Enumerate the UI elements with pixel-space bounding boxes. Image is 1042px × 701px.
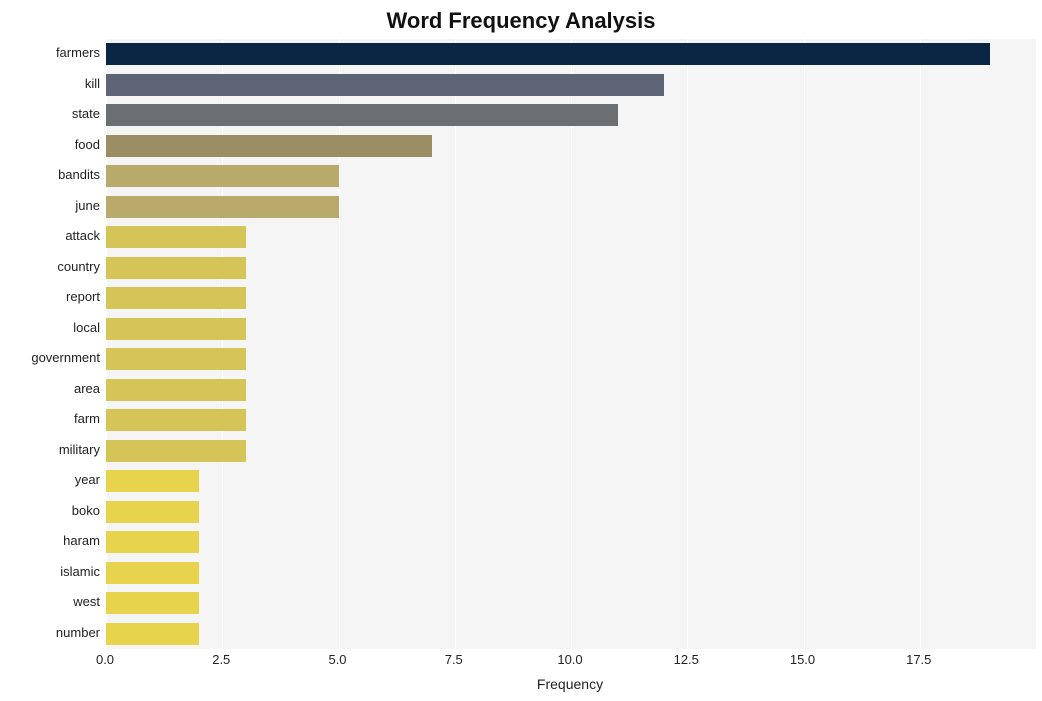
bar (106, 226, 246, 248)
chart-title: Word Frequency Analysis (0, 8, 1042, 34)
y-tick-label: military (0, 435, 100, 466)
y-tick-label: west (0, 587, 100, 618)
y-tick-label: area (0, 374, 100, 405)
x-tick-label: 5.0 (328, 652, 346, 667)
grid-line (571, 39, 572, 649)
bar (106, 440, 246, 462)
x-axis-title: Frequency (105, 676, 1035, 692)
bar (106, 409, 246, 431)
x-tick-label: 15.0 (790, 652, 815, 667)
x-tick-label: 17.5 (906, 652, 931, 667)
y-tick-label: farm (0, 404, 100, 435)
bar (106, 470, 199, 492)
grid-line (920, 39, 921, 649)
bar (106, 379, 246, 401)
bar (106, 623, 199, 645)
y-tick-label: attack (0, 221, 100, 252)
bar (106, 43, 990, 65)
y-tick-label: islamic (0, 557, 100, 588)
grid-line (687, 39, 688, 649)
bar (106, 501, 199, 523)
y-tick-label: year (0, 465, 100, 496)
bar (106, 318, 246, 340)
grid-line (106, 39, 107, 649)
bar (106, 196, 339, 218)
bar (106, 287, 246, 309)
x-tick-label: 10.0 (557, 652, 582, 667)
grid-line (804, 39, 805, 649)
bar (106, 257, 246, 279)
y-tick-label: local (0, 313, 100, 344)
x-tick-label: 12.5 (674, 652, 699, 667)
grid-line (222, 39, 223, 649)
bar (106, 74, 664, 96)
y-tick-label: farmers (0, 38, 100, 69)
x-tick-label: 7.5 (445, 652, 463, 667)
y-tick-label: food (0, 130, 100, 161)
bar (106, 135, 432, 157)
y-tick-label: state (0, 99, 100, 130)
bar (106, 531, 199, 553)
y-tick-label: bandits (0, 160, 100, 191)
y-tick-label: government (0, 343, 100, 374)
bar (106, 592, 199, 614)
bar (106, 348, 246, 370)
plot-area (105, 38, 1037, 650)
grid-line (455, 39, 456, 649)
y-tick-label: june (0, 191, 100, 222)
x-tick-label: 2.5 (212, 652, 230, 667)
bar (106, 562, 199, 584)
bar (106, 104, 618, 126)
y-tick-label: report (0, 282, 100, 313)
y-tick-label: kill (0, 69, 100, 100)
y-tick-label: boko (0, 496, 100, 527)
grid-line (339, 39, 340, 649)
chart-container: Word Frequency Analysis Frequency 0.0 2.5… (0, 0, 1042, 701)
bar (106, 165, 339, 187)
y-tick-label: number (0, 618, 100, 649)
x-tick-label: 0.0 (96, 652, 114, 667)
y-tick-label: country (0, 252, 100, 283)
y-tick-label: haram (0, 526, 100, 557)
